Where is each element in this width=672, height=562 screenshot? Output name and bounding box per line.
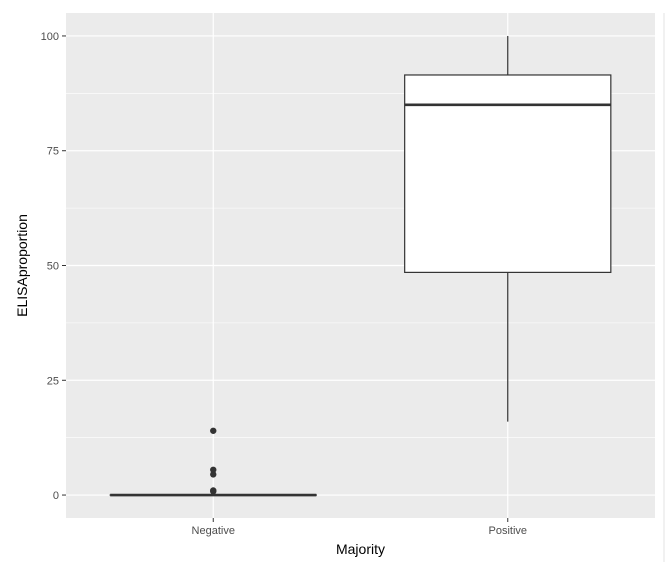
box-iqr <box>404 74 612 273</box>
box-positive <box>404 35 612 422</box>
y-tick-label: 0 <box>53 490 59 502</box>
y-axis-ticks: 0 25 50 75 100 <box>41 31 66 502</box>
box-negative <box>109 427 317 497</box>
outlier-point <box>210 427 217 434</box>
x-axis-title: Majority <box>336 541 385 557</box>
y-tick-label: 100 <box>41 31 59 43</box>
outlier-point <box>210 471 217 478</box>
boxes <box>109 35 612 497</box>
outlier-point <box>210 466 217 473</box>
y-tick-label: 50 <box>47 261 59 273</box>
y-tick-label: 25 <box>47 375 59 387</box>
outlier-point <box>210 487 217 494</box>
y-axis-title: ELISAproportion <box>14 214 30 317</box>
x-tick-label: Positive <box>488 525 527 537</box>
x-axis-ticks: Negative Positive <box>192 518 527 537</box>
x-tick-label: Negative <box>192 525 235 537</box>
y-tick-label: 75 <box>47 146 59 158</box>
